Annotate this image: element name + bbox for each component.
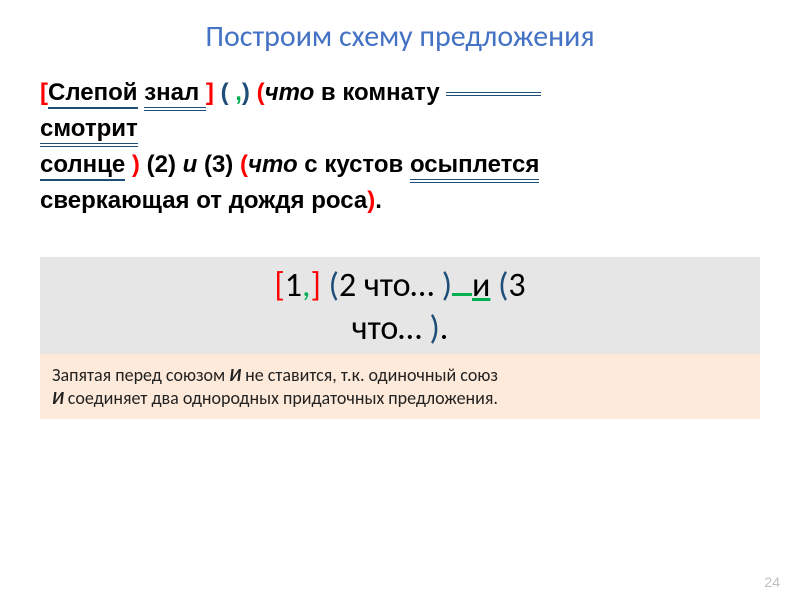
num-3: (3) xyxy=(197,151,240,178)
close-square-bracket: ] xyxy=(206,79,214,106)
s-sp xyxy=(321,265,329,306)
num-2: (2) xyxy=(140,151,183,178)
schema-box: [1,] (2 что… ) и (3 что… ). xyxy=(40,257,760,354)
note-box: Запятая перед союзом И не ставится, т.к.… xyxy=(40,354,760,419)
s-txt2: 2 что… xyxy=(339,265,442,306)
open-paren-1: ( xyxy=(214,79,235,106)
open-square-bracket: [ xyxy=(40,79,48,106)
note-post: соединяет два однородных придаточных пре… xyxy=(64,387,498,409)
s-p3o: ( xyxy=(498,265,508,306)
close-paren-2: ) xyxy=(125,151,140,178)
conj-chto-2: что xyxy=(248,151,298,178)
word-predicate-3: осыплется xyxy=(410,151,539,183)
text-segment-1: в комнату xyxy=(314,79,446,106)
s-p2c: ) xyxy=(442,265,452,306)
s-and: и xyxy=(472,265,490,306)
blank-underline xyxy=(446,92,541,96)
sentence-line-1: [Слепой знал ] ( ,) (что в комнату xyxy=(40,75,760,111)
open-paren-2: ( xyxy=(257,79,265,106)
s-l2txt: что… xyxy=(352,308,430,349)
open-paren-3: ( xyxy=(240,151,248,178)
s-p3c: ) xyxy=(429,308,439,349)
period: . xyxy=(375,187,382,214)
schema-line-2: что… ). xyxy=(40,308,760,351)
sentence-line-1b: смотрит xyxy=(40,111,760,147)
s-one: 1 xyxy=(285,265,302,306)
s-period: . xyxy=(440,308,449,349)
conj-chto-1: что xyxy=(265,79,315,106)
note-mid: не ставится, т.к. одиночный союз xyxy=(245,364,498,386)
word-predicate-1: знал xyxy=(144,79,206,111)
conj-and: и xyxy=(183,151,198,178)
s-usp xyxy=(452,293,472,296)
schema-line-1: [1,] (2 что… ) и (3 xyxy=(40,265,760,308)
s-comma: , xyxy=(302,265,310,306)
note-i2: И xyxy=(52,387,64,409)
page-number: 24 xyxy=(764,574,780,590)
s-txt3: 3 xyxy=(508,265,525,306)
text-segment-3: сверкающая от дождя роса xyxy=(40,187,367,214)
content-area: [Слепой знал ] ( ,) (что в комнату смотр… xyxy=(0,65,800,419)
close-paren-3: ) xyxy=(367,187,375,214)
s-close-sq: ] xyxy=(311,265,321,306)
green-comma: , xyxy=(235,79,242,106)
close-paren-1: ) xyxy=(242,79,257,106)
s-open-sq: [ xyxy=(274,265,284,306)
word-subject-1: Слепой xyxy=(48,79,138,109)
s-p2o: ( xyxy=(329,265,339,306)
text-segment-2: с кустов xyxy=(298,151,410,178)
note-pre: Запятая перед союзом xyxy=(52,364,229,386)
sentence-line-3: сверкающая от дождя роса). xyxy=(40,183,760,219)
word-subject-2: солнце xyxy=(40,151,125,181)
note-i1: И xyxy=(229,364,245,386)
sentence-line-2: солнце ) (2) и (3) (что с кустов осыплет… xyxy=(40,147,760,183)
slide-title: Построим схему предложения xyxy=(0,0,800,65)
word-predicate-2: смотрит xyxy=(40,115,138,147)
schema-area: [1,] (2 что… ) и (3 что… ). Запятая перед… xyxy=(40,257,760,419)
